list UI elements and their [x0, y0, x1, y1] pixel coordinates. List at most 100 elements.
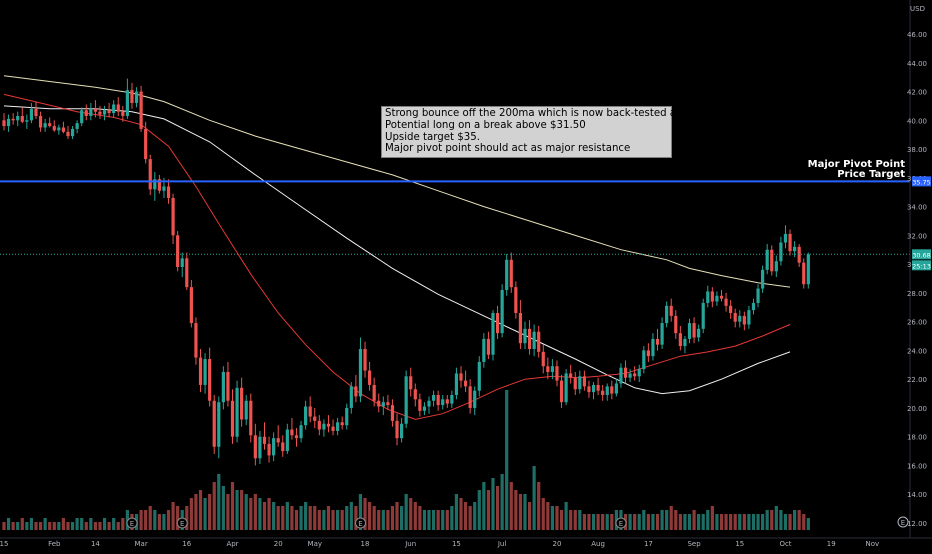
candle-body[interactable] — [756, 288, 760, 303]
candle-body[interactable] — [331, 426, 335, 431]
candle-body[interactable] — [6, 118, 11, 127]
candle-body[interactable] — [541, 351, 545, 367]
candle-body[interactable] — [395, 420, 399, 439]
candle-body[interactable] — [761, 269, 765, 289]
candle-body[interactable] — [404, 376, 408, 424]
candle-body[interactable] — [473, 390, 477, 408]
candle-body[interactable] — [491, 313, 495, 355]
candle-body[interactable] — [537, 331, 541, 352]
candle-body[interactable] — [651, 338, 655, 357]
candle-body[interactable] — [240, 387, 244, 420]
candle-body[interactable] — [738, 315, 742, 322]
candle-body[interactable] — [70, 128, 75, 137]
candle-body[interactable] — [422, 406, 427, 411]
candle-body[interactable] — [139, 91, 143, 129]
candle-body[interactable] — [212, 400, 216, 447]
candle-body[interactable] — [381, 402, 385, 407]
candle-body[interactable] — [527, 328, 532, 349]
candle-body[interactable] — [806, 254, 810, 285]
candle-body[interactable] — [669, 305, 673, 316]
candle-body[interactable] — [98, 111, 102, 115]
candle-body[interactable] — [93, 108, 97, 112]
candle-body[interactable] — [399, 423, 404, 439]
candle-body[interactable] — [354, 386, 358, 397]
candle-body[interactable] — [363, 348, 367, 371]
candle-body[interactable] — [66, 131, 70, 137]
candle-body[interactable] — [614, 383, 618, 394]
candle-body[interactable] — [372, 384, 376, 401]
candle-body[interactable] — [596, 384, 600, 391]
candle-body[interactable] — [706, 291, 710, 303]
candle-body[interactable] — [751, 302, 756, 311]
candle-body[interactable] — [779, 242, 783, 262]
candle-body[interactable] — [198, 357, 203, 385]
candle-body[interactable] — [244, 400, 248, 420]
candle-body[interactable] — [678, 333, 682, 347]
candle-body[interactable] — [75, 123, 79, 129]
candle-body[interactable] — [441, 399, 445, 406]
candle-body[interactable] — [518, 313, 523, 344]
price-axis[interactable]: 12.00 14.00 16.00 18.00 20.00 22.00 24.00 26.00… — [907, 31, 931, 528]
candle-body[interactable] — [368, 370, 372, 385]
candle-body[interactable] — [765, 249, 769, 270]
candle-body[interactable] — [683, 338, 687, 347]
candle-body[interactable] — [48, 123, 52, 127]
candle-body[interactable] — [573, 377, 577, 390]
candle-body[interactable] — [454, 373, 459, 395]
candle-body[interactable] — [633, 373, 637, 377]
candle-body[interactable] — [610, 386, 614, 394]
candle-body[interactable] — [171, 197, 175, 236]
candle-body[interactable] — [386, 402, 390, 406]
candle-body[interactable] — [523, 328, 527, 344]
candle-body[interactable] — [701, 302, 705, 329]
candle-body[interactable] — [262, 436, 267, 444]
candle-body[interactable] — [299, 425, 303, 439]
candle-body[interactable] — [377, 400, 381, 407]
candle-body[interactable] — [253, 435, 257, 459]
candle-body[interactable] — [217, 402, 221, 447]
candle-body[interactable] — [514, 287, 518, 314]
candle-body[interactable] — [281, 442, 285, 452]
candle-body[interactable] — [591, 384, 596, 393]
candle-body[interactable] — [532, 331, 536, 349]
candle-body[interactable] — [89, 108, 93, 116]
candle-body[interactable] — [189, 287, 193, 324]
candle-body[interactable] — [733, 313, 737, 322]
candle-body[interactable] — [57, 127, 61, 131]
candle-body[interactable] — [221, 371, 225, 403]
annotation-note[interactable]: Strong bounce off the 200ma which is now… — [381, 106, 727, 159]
candle-body[interactable] — [313, 416, 317, 421]
candle-body[interactable] — [642, 350, 646, 370]
candle-body[interactable] — [166, 186, 171, 198]
candle-body[interactable] — [505, 259, 509, 290]
candle-body[interactable] — [418, 399, 422, 411]
candle-body[interactable] — [185, 258, 189, 288]
candle-body[interactable] — [637, 369, 641, 377]
candle-body[interactable] — [674, 315, 678, 334]
candle-body[interactable] — [272, 438, 276, 456]
candle-body[interactable] — [468, 386, 472, 408]
candle-body[interactable] — [459, 373, 463, 381]
candle-body[interactable] — [130, 90, 134, 104]
candle-body[interactable] — [358, 348, 363, 397]
candle-body[interactable] — [697, 328, 701, 338]
candle-body[interactable] — [336, 422, 340, 431]
candle-body[interactable] — [148, 159, 152, 190]
candle-body[interactable] — [569, 373, 573, 378]
candle-body[interactable] — [153, 179, 157, 190]
candle-body[interactable] — [747, 310, 751, 325]
candle-body[interactable] — [285, 429, 289, 452]
candle-body[interactable] — [208, 359, 212, 401]
candle-body[interactable] — [107, 110, 111, 114]
candle-body[interactable] — [555, 366, 559, 381]
candle-body[interactable] — [605, 386, 609, 395]
candle-body[interactable] — [770, 249, 774, 272]
candle-body[interactable] — [345, 407, 349, 426]
candle-body[interactable] — [317, 420, 321, 430]
candle-body[interactable] — [294, 435, 299, 439]
candle-body[interactable] — [495, 313, 500, 334]
candle-body[interactable] — [340, 422, 344, 426]
candle-body[interactable] — [409, 376, 413, 390]
candle-body[interactable] — [550, 366, 554, 372]
